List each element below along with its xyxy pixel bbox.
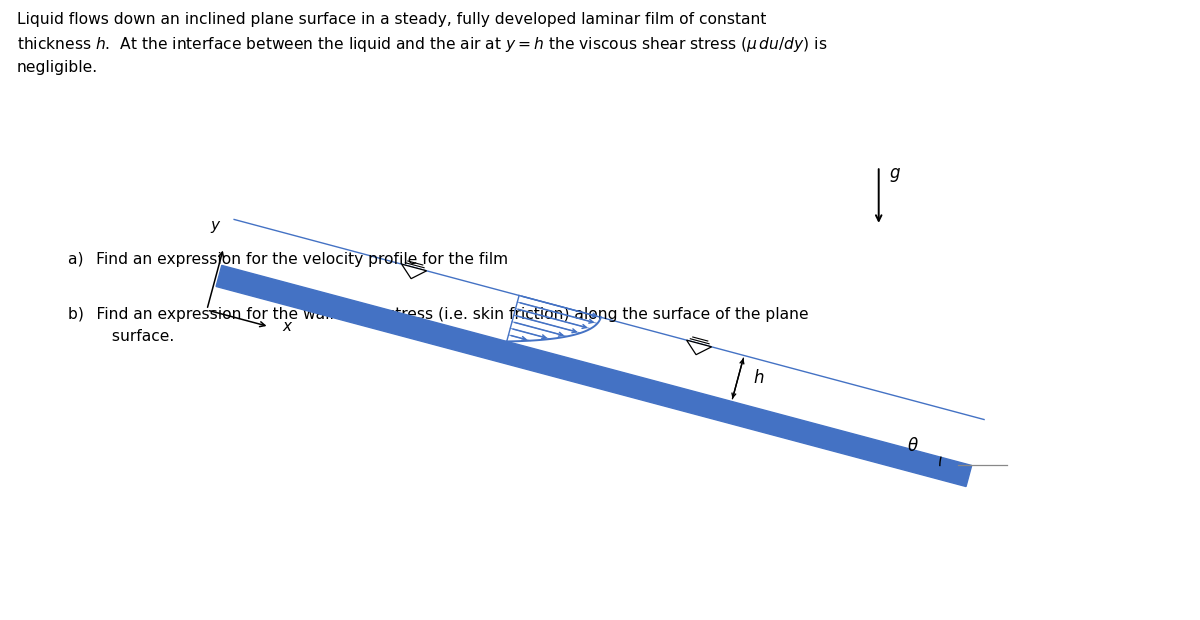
Text: $g$: $g$ <box>889 166 900 184</box>
Text: $\theta$: $\theta$ <box>907 437 919 455</box>
Polygon shape <box>402 264 427 278</box>
Text: Liquid flows down an inclined plane surface in a steady, fully developed laminar: Liquid flows down an inclined plane surf… <box>17 12 828 75</box>
Text: $h$: $h$ <box>752 370 764 388</box>
Text: b)  Find an expression for the wall shear stress (i.e. skin friction) along the : b) Find an expression for the wall shear… <box>68 307 809 343</box>
Text: a)  Find an expression for the velocity profile for the film: a) Find an expression for the velocity p… <box>68 252 509 267</box>
Text: $x$: $x$ <box>282 319 294 334</box>
Text: $y$: $y$ <box>210 219 222 235</box>
Polygon shape <box>686 340 712 355</box>
Polygon shape <box>216 265 972 487</box>
